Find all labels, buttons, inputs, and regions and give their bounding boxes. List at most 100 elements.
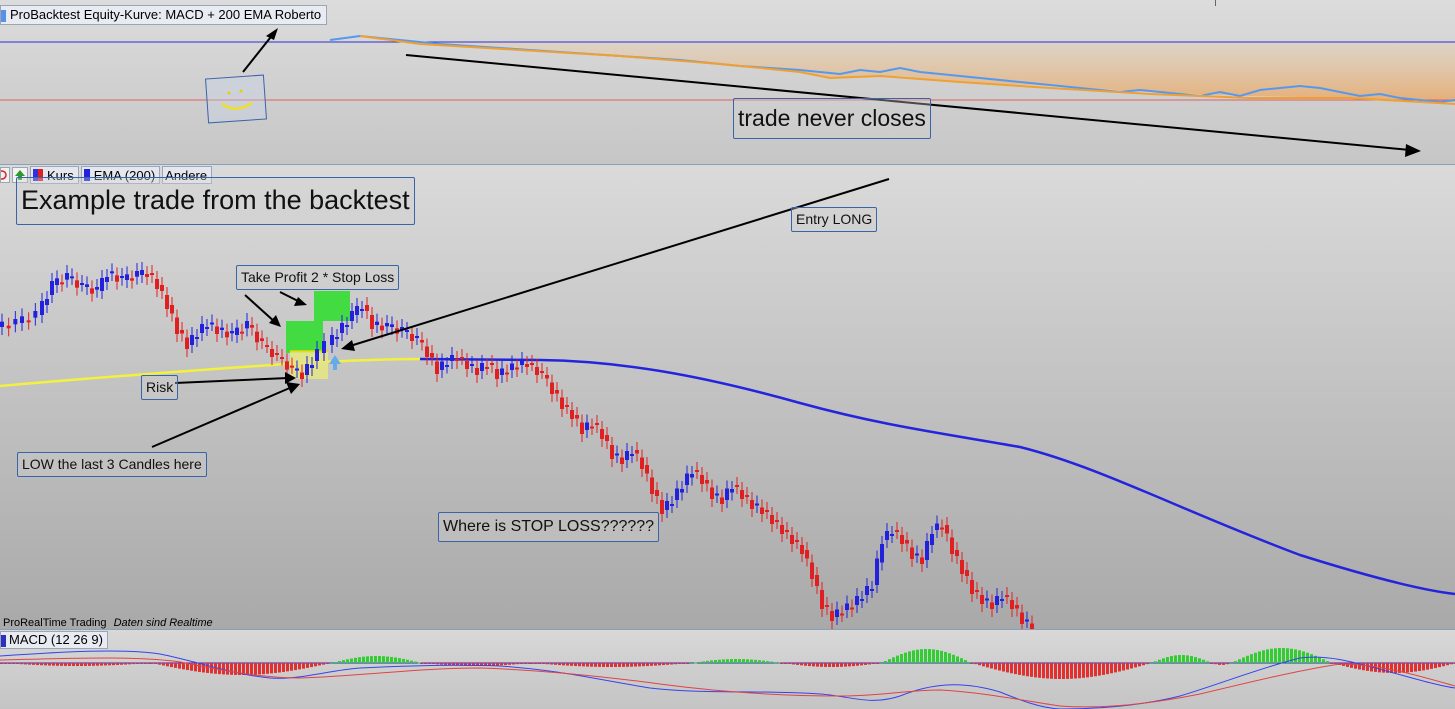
- close-icon[interactable]: [0, 167, 10, 183]
- price-legend: Kurs EMA (200) Andere: [0, 166, 214, 184]
- macd-bar: [542, 663, 545, 664]
- macd-bar: [1270, 648, 1273, 663]
- macd-bar: [1166, 657, 1169, 663]
- macd-bar: [150, 663, 153, 664]
- macd-bar: [622, 663, 625, 667]
- macd-bar: [468, 663, 471, 666]
- macd-bar: [346, 659, 349, 663]
- macd-bar: [710, 660, 713, 663]
- macd-bar: [1070, 663, 1073, 679]
- macd-bar: [12, 663, 15, 664]
- macd-bar: [852, 663, 855, 667]
- macd-bar: [1242, 657, 1245, 663]
- macd-bar: [366, 656, 369, 663]
- macd-bar: [1130, 663, 1133, 669]
- candle-body: [375, 321, 379, 325]
- macd-bar: [686, 663, 689, 664]
- macd-bar: [1286, 648, 1289, 663]
- macd-bar: [956, 656, 959, 663]
- candle-body: [830, 611, 834, 621]
- macd-bar: [1362, 663, 1365, 671]
- macd-bar: [1350, 663, 1353, 668]
- macd-bar: [1074, 663, 1077, 679]
- macd-bar: [844, 663, 847, 667]
- macd-bar: [678, 663, 681, 664]
- candle-body: [260, 338, 264, 341]
- candle-body: [690, 474, 694, 478]
- macd-bar: [32, 663, 35, 665]
- candle-body: [6, 325, 11, 329]
- macd-bar: [20, 663, 23, 665]
- candle-body: [500, 368, 504, 375]
- macd-bar: [1266, 649, 1269, 663]
- macd-bar: [1386, 663, 1389, 673]
- candle-body: [570, 410, 574, 419]
- candle-body: [840, 613, 844, 616]
- smiley-mouth: [221, 101, 253, 110]
- candle-body: [790, 535, 794, 544]
- macd-bar: [186, 663, 189, 671]
- candle-body: [1015, 605, 1019, 609]
- candle-body: [50, 281, 54, 295]
- candle-body: [310, 365, 314, 368]
- legend-item-ema[interactable]: EMA (200): [80, 166, 161, 184]
- macd-bar: [1202, 659, 1205, 663]
- macd-bar: [48, 663, 51, 666]
- legend-item-andere[interactable]: Andere: [162, 166, 213, 184]
- candle-body: [820, 590, 824, 609]
- annotation-example-title: Example trade from the backtest: [16, 177, 415, 225]
- macd-bar: [932, 649, 935, 663]
- price-chart: [0, 178, 1455, 629]
- macd-bar: [978, 663, 981, 666]
- candle-body: [945, 525, 949, 534]
- candle-body: [930, 534, 934, 545]
- candle-body: [385, 323, 389, 327]
- macd-bar: [1298, 650, 1301, 663]
- macd-bar: [68, 663, 71, 666]
- candle-body: [315, 349, 319, 361]
- macd-bar: [1186, 655, 1189, 663]
- candle-body: [340, 323, 344, 333]
- candle-body: [280, 357, 284, 359]
- macd-bar: [582, 663, 585, 667]
- macd-bar: [1374, 663, 1377, 672]
- candle-body: [560, 397, 564, 409]
- macd-bar: [116, 663, 119, 665]
- candle-body: [440, 361, 444, 370]
- candle-body: [695, 470, 699, 472]
- macd-bar: [194, 663, 197, 672]
- macd-title-text: MACD (12 26 9): [9, 632, 103, 647]
- candle-body: [225, 331, 229, 338]
- ema-swatch: [83, 169, 90, 181]
- macd-bar: [28, 663, 31, 665]
- macd-bar: [884, 661, 887, 663]
- macd-bar: [840, 663, 843, 667]
- candle-body: [915, 553, 919, 556]
- candle-body: [450, 355, 454, 361]
- macd-bar: [1018, 663, 1021, 675]
- macd-bar: [750, 659, 753, 663]
- candle-body: [1030, 623, 1034, 629]
- macd-bar: [1446, 663, 1449, 666]
- macd-bar: [1438, 663, 1441, 668]
- macd-bar: [1146, 663, 1149, 665]
- macd-bar: [386, 656, 389, 663]
- candle-body: [100, 278, 104, 291]
- macd-bar: [774, 662, 777, 664]
- macd-bar: [1090, 663, 1093, 677]
- legend-item-kurs[interactable]: Kurs: [30, 166, 79, 184]
- candle-body: [420, 340, 424, 343]
- macd-bar: [990, 663, 993, 669]
- macd-bar: [374, 656, 377, 663]
- macd-bar: [174, 663, 177, 668]
- candle-body: [810, 562, 814, 579]
- candle-body: [230, 331, 234, 334]
- macd-bar: [1210, 663, 1213, 664]
- arrow-never-closes: [405, 54, 1411, 151]
- macd-bar: [766, 661, 769, 663]
- candle-body: [160, 285, 164, 291]
- candle-body: [1010, 600, 1014, 609]
- candle-body: [720, 497, 724, 504]
- macd-bar: [1062, 663, 1065, 679]
- macd-bar: [128, 663, 131, 665]
